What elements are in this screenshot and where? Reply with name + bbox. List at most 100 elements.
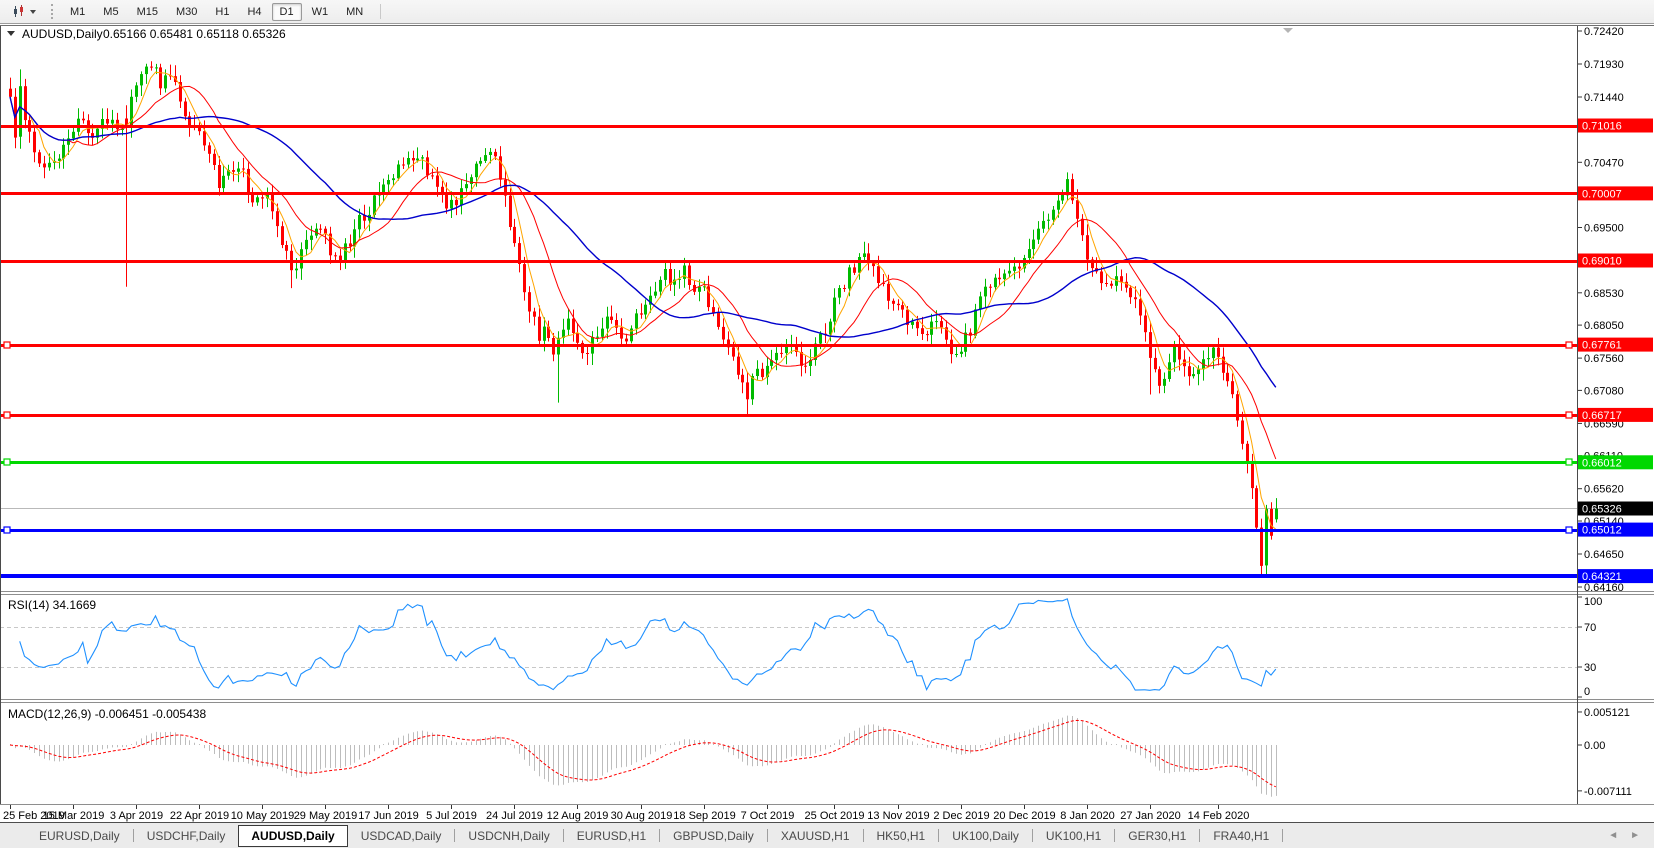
date-tick: 25 Oct 2019 — [805, 810, 865, 822]
price-tick[interactable]: 0.64160 — [1584, 582, 1624, 594]
date-tick: 25 Feb 2019 — [3, 810, 65, 822]
date-tick: 3 Apr 2019 — [110, 810, 163, 822]
macd-signal-line — [9, 719, 1277, 788]
tab-hk50-h1[interactable]: HK50,H1 — [876, 828, 926, 843]
price-tick[interactable]: 0.64650 — [1584, 549, 1624, 561]
date-tick: 13 Nov 2019 — [867, 810, 929, 822]
rsi-scale-100: 100 — [1584, 596, 1602, 608]
date-tick: 18 Sep 2019 — [673, 810, 735, 822]
timeframe-button-H1[interactable]: H1 — [215, 5, 230, 18]
tab-xauusd-h1[interactable]: XAUUSD,H1 — [780, 828, 850, 843]
tab-divider — [1031, 829, 1033, 842]
tab-usdchf-daily[interactable]: USDCHF,Daily — [146, 828, 226, 843]
tab-divider — [1114, 829, 1116, 842]
date-tick: 24 Jul 2019 — [486, 810, 543, 822]
top-toolbar: M1 M5 M15 M30 H1 H4 D1 W1 MN — [0, 0, 1654, 23]
tab-uk100-daily[interactable]: UK100,Daily — [952, 828, 1019, 843]
tab-eurusd-daily[interactable]: EURUSD,Daily — [39, 828, 120, 843]
timeframe-button-MN[interactable]: MN — [346, 5, 364, 18]
hline-price-label: 0.65012 — [1582, 525, 1622, 537]
chart-shift-marker[interactable] — [1283, 28, 1293, 33]
ma-line-5 — [9, 71, 1277, 530]
timeframe-button-M30[interactable]: M30 — [175, 5, 198, 18]
timeframe-button-D1[interactable]: D1 — [271, 2, 302, 21]
macd-scale-0.00: 0.00 — [1584, 740, 1605, 752]
date-tick: 12 Aug 2019 — [547, 810, 609, 822]
toolbar-grip[interactable] — [51, 4, 53, 19]
price-tick[interactable]: 0.71930 — [1584, 59, 1624, 71]
hline-anchor[interactable] — [1565, 411, 1573, 419]
timeframe-button-M5[interactable]: M5 — [103, 5, 119, 18]
timeframe-button-H4[interactable]: H4 — [247, 5, 262, 18]
tab-divider — [659, 829, 661, 842]
chart-ohlc-values: 0.65166 0.65481 0.65118 0.65326 — [103, 27, 286, 41]
macd-scale--0.007111: -0.007111 — [1584, 786, 1632, 798]
tabs-scroll-left-icon[interactable]: ◄ — [1608, 829, 1619, 841]
tabs-scroll-right-icon[interactable]: ► — [1630, 829, 1640, 841]
rsi-label: RSI(14) 34.1669 — [8, 598, 96, 612]
hline-price-badge — [1578, 455, 1653, 470]
rsi-scale-30: 30 — [1584, 662, 1596, 674]
hline-price-label: 0.67761 — [1582, 340, 1622, 352]
hline-anchor[interactable] — [1565, 458, 1573, 466]
hline-price-badge — [1578, 407, 1653, 422]
price-tick[interactable]: 0.70470 — [1584, 157, 1624, 169]
date-tick: 7 Oct 2019 — [741, 810, 795, 822]
chart-tabs: EURUSD,Daily USDCHF,Daily AUDUSD,Daily USDC… — [0, 823, 1284, 848]
tab-divider — [454, 829, 456, 842]
tab-ger30-h1[interactable]: GER30,H1 — [1128, 828, 1187, 843]
price-tick[interactable]: 0.68530 — [1584, 288, 1624, 300]
chart-area[interactable]: 100 70 30 0 0.005121 0.00 -0.007111 0.72420 0.71… — [0, 23, 1654, 822]
candlestick-chart-icon — [14, 5, 23, 17]
hline-anchor[interactable] — [3, 526, 11, 534]
date-tick: 30 Aug 2019 — [611, 810, 673, 822]
date-tick: 29 May 2019 — [294, 810, 358, 822]
price-tick[interactable]: 0.71440 — [1584, 92, 1624, 104]
date-tick: 8 Jan 2020 — [1060, 810, 1114, 822]
chart-title: AUDUSD,Daily — [22, 27, 103, 41]
price-tick[interactable]: 0.72420 — [1584, 26, 1624, 38]
price-tick[interactable]: 0.67080 — [1584, 385, 1624, 397]
hline-anchor[interactable] — [3, 411, 11, 419]
chart-tabs-bar: EURUSD,Daily USDCHF,Daily AUDUSD,Daily USDC… — [0, 822, 1654, 848]
date-tick: 20 Dec 2019 — [993, 810, 1055, 822]
hline-price-badge — [1578, 186, 1653, 201]
rsi-scale-70: 70 — [1584, 622, 1596, 634]
hline-price-label: 0.66717 — [1582, 410, 1622, 422]
macd-label: MACD(12,26,9) -0.006451 -0.005438 — [8, 707, 206, 721]
hline-price-badge — [1578, 337, 1653, 352]
tab-fra40-h1[interactable]: FRA40,H1 — [1213, 828, 1270, 843]
timeframe-button-M1[interactable]: M1 — [70, 5, 86, 18]
tab-divider — [862, 829, 864, 842]
chart-type-button[interactable] — [6, 1, 41, 22]
title-dropdown-icon[interactable] — [7, 31, 15, 36]
price-tick[interactable]: 0.69500 — [1584, 223, 1624, 235]
tab-usdcad-daily[interactable]: USDCAD,Daily — [360, 828, 442, 843]
hline-price-badge — [1578, 522, 1653, 537]
hline-anchor[interactable] — [1565, 341, 1573, 349]
tab-gbpusd-daily[interactable]: GBPUSD,Daily — [673, 828, 754, 843]
tab-uk100-h1[interactable]: UK100,H1 — [1045, 828, 1102, 843]
candles — [9, 61, 1278, 576]
price-tick[interactable]: 0.67560 — [1584, 353, 1624, 365]
hline-anchor[interactable] — [1565, 526, 1573, 534]
tab-usdcnh-daily[interactable]: USDCNH,Daily — [468, 828, 550, 843]
tab-eurusd-h1[interactable]: EURUSD,H1 — [576, 828, 647, 843]
hline-anchor[interactable] — [3, 458, 11, 466]
timeframe-button-M15[interactable]: M15 — [136, 5, 158, 18]
price-tick[interactable]: 0.65620 — [1584, 484, 1624, 496]
hline-price-badge — [1578, 569, 1653, 584]
price-tick[interactable]: 0.68050 — [1584, 320, 1624, 332]
date-tick: 27 Jan 2020 — [1120, 810, 1181, 822]
date-tick: 2 Dec 2019 — [933, 810, 989, 822]
date-tick: 15 Mar 2019 — [43, 810, 105, 822]
tab-audusd-daily[interactable]: AUDUSD,Daily — [238, 824, 348, 847]
timeframe-button-W1[interactable]: W1 — [311, 5, 329, 18]
date-tick: 10 May 2019 — [231, 810, 295, 822]
date-tick: 14 Feb 2020 — [1188, 810, 1250, 822]
date-tick: 17 Jun 2019 — [358, 810, 419, 822]
hline-anchor[interactable] — [3, 341, 11, 349]
ma-line-34 — [9, 96, 1277, 388]
current-price-badge — [1578, 501, 1653, 516]
